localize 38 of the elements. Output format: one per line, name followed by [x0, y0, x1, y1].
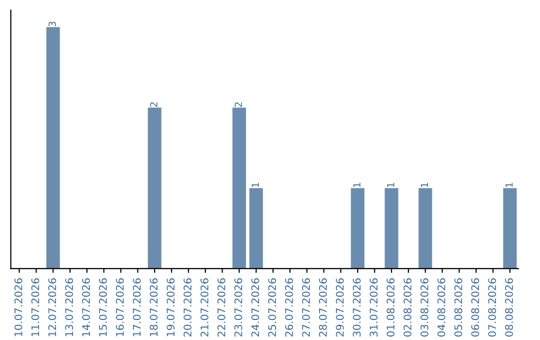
x-tick-label: 30.07.2026 — [352, 278, 361, 336]
data-label: 1 — [252, 182, 259, 188]
x-tick-label: 16.07.2026 — [116, 278, 124, 336]
x-tick-label: 22.07.2026 — [217, 278, 226, 337]
x-tick-label: 31.07.2026 — [370, 278, 378, 336]
data-label: 2 — [150, 102, 158, 107]
x-tick-label: 29.07.2026 — [336, 278, 344, 337]
x-tick-label: 18.07.2026 — [150, 278, 158, 336]
x-tick-label: 23.07.2026 — [234, 278, 242, 337]
data-label: 1 — [353, 182, 360, 188]
x-tick-label: 11.07.2026 — [31, 278, 40, 336]
x-tick-label: 07.08.2026 — [488, 278, 496, 337]
x-tick-label: 02.08.2026 — [404, 278, 412, 337]
x-tick-label: 25.07.2026 — [268, 278, 276, 337]
x-tick-label: 06.08.2026 — [471, 278, 480, 337]
x-tick-label: 05.08.2026 — [454, 278, 462, 337]
data-label: 2 — [234, 102, 242, 107]
data-label: 1 — [420, 182, 428, 188]
data-label: 3 — [48, 22, 56, 26]
x-tick-label: 19.07.2026 — [166, 278, 175, 336]
x-tick-label: 21.07.2026 — [200, 278, 208, 337]
x-tick-label: 17.07.2026 — [132, 278, 141, 336]
x-tick-label: 01.08.2026 — [386, 278, 395, 337]
x-tick-label: 24.07.2026 — [251, 278, 260, 337]
x-tick-label: 26.07.2026 — [285, 278, 293, 337]
data-label: 1 — [387, 182, 394, 188]
x-tick-label: 12.07.2026 — [48, 278, 56, 336]
x-tick-label: 20.07.2026 — [184, 278, 192, 337]
x-tick-label: 04.08.2026 — [437, 278, 446, 337]
x-tick-label: 15.07.2026 — [99, 278, 107, 336]
x-tick-label: 14.07.2026 — [82, 278, 90, 336]
x-tick-label: 03.08.2026 — [420, 278, 428, 337]
x-tick-label: 13.07.2026 — [65, 278, 74, 336]
x-tick-label: 28.07.2026 — [318, 278, 327, 337]
x-tick-label: 27.07.2026 — [302, 278, 310, 337]
data-label: 1 — [506, 182, 513, 188]
x-tick-label: 08.08.2026 — [505, 278, 513, 337]
x-tick-label: 10.07.2026 — [14, 278, 22, 336]
